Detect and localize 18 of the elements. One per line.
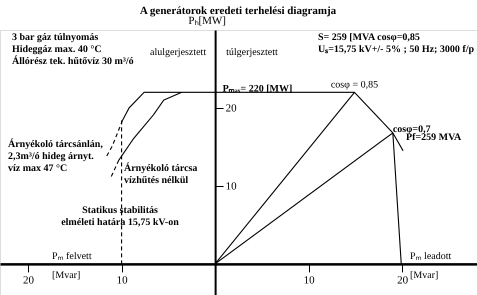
annotation: cosφ=0,7 (392, 124, 431, 135)
annotation: túlgerjesztett (226, 47, 278, 58)
x-tick-label: 20 (23, 274, 35, 286)
x-tick-label: 10 (304, 274, 316, 286)
annotation: alulgerjesztett (150, 47, 206, 58)
annotation: Pₘ felvett [Mvar] (52, 250, 92, 281)
annotation: S= 259 [MVA cosφ=0,85 Uₛ=15,75 kV+/- 5% ; 50 Hz; 3000 f/p (318, 32, 474, 55)
y-axis-title: Pₕ[MW] (188, 15, 226, 27)
x-axis-title: Pₘ leadott [Mvar] (410, 250, 452, 281)
annotation: Árnyékoló tárcsa vízhűtés nélkül (124, 162, 198, 186)
annotation: 3 bar gáz túlnyomás Hideggáz max. 40 °C Állórész tek. hűtővíz 30 m³/ó (12, 32, 134, 67)
annotation: Árnyékoló tárcsánlán, 2,3m³/ó hideg árnyt. víz max 47 °C (8, 138, 104, 174)
x-tick-label: 10 (116, 274, 128, 286)
chart-title: A generátorok eredeti terhelési diagramja (140, 5, 337, 17)
x-tick-label: 20 (397, 274, 409, 286)
annotation: Pf=259 MVA (406, 132, 462, 143)
annotation: Statikus stabilitás elméleti határa 15,75 kV-on (61, 205, 180, 228)
annotation: cosφ = 0,85 (330, 79, 378, 90)
